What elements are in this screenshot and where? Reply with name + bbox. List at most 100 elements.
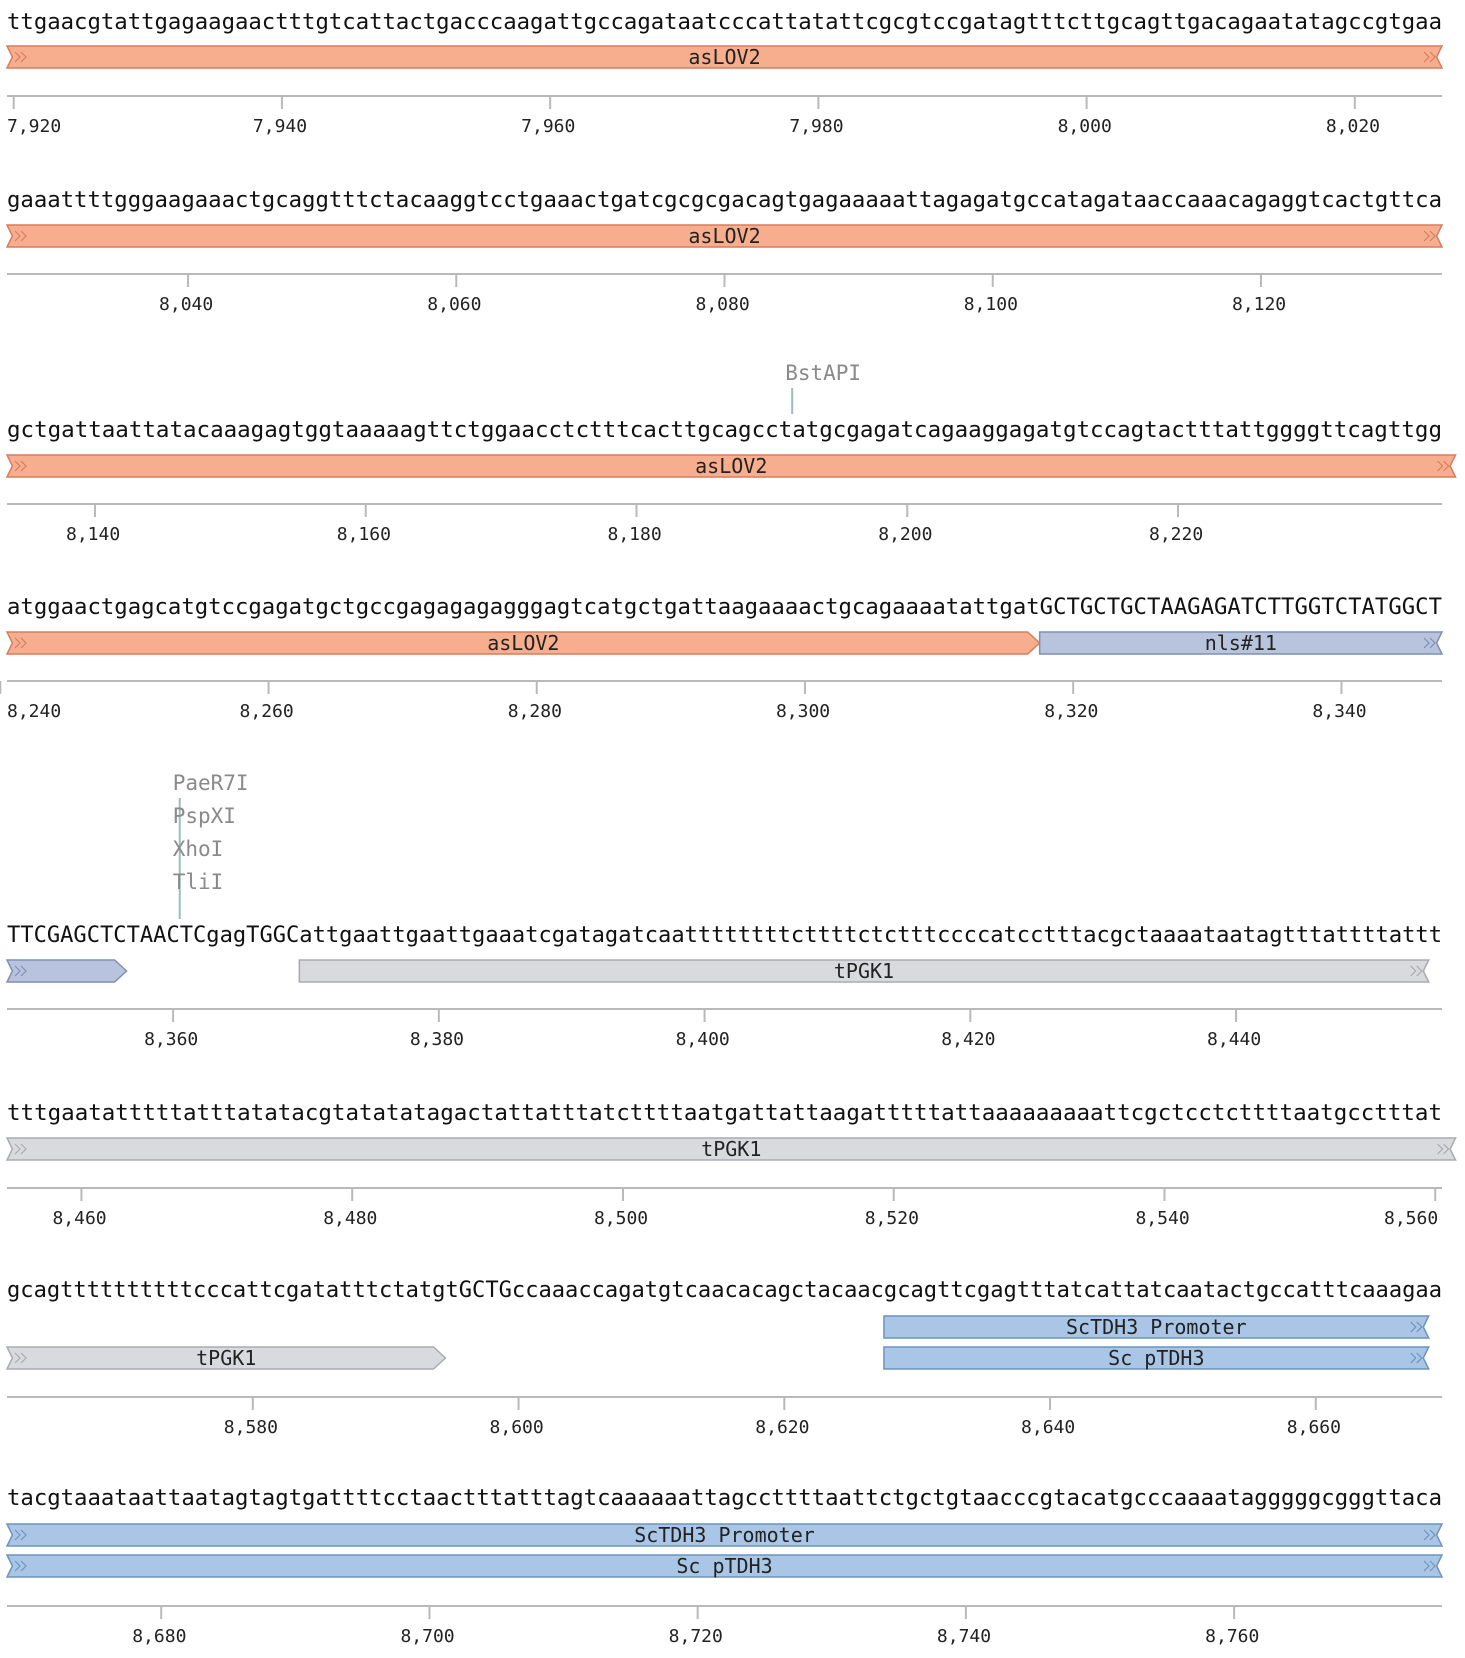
- ruler-tick-label: 8,400: [676, 1029, 730, 1050]
- enzyme-label-tlii[interactable]: TliI: [173, 870, 224, 894]
- ruler-tick-label: 8,360: [144, 1029, 198, 1050]
- feature-label: Sc pTDH3: [1108, 1346, 1204, 1370]
- feature-nls-continuation[interactable]: [5, 959, 128, 983]
- direction-chevron-icon: [1437, 1143, 1450, 1155]
- ruler-tick-label: 8,080: [696, 294, 750, 315]
- ruler-tick-label: 8,680: [132, 1626, 186, 1647]
- feature-sctdh3-promoter[interactable]: [883, 1315, 1430, 1339]
- direction-chevron-icon: [14, 1560, 27, 1572]
- direction-chevron-icon: [14, 230, 27, 242]
- sequence-row: gctgattaattatacaaagagtggtaaaaagttctggaac…: [5, 361, 1457, 545]
- ruler-tick-label: 8,000: [1058, 116, 1112, 137]
- ruler-tick-label: 8,600: [490, 1417, 544, 1438]
- enzyme-label-xhoi[interactable]: XhoI: [173, 837, 224, 861]
- ruler-tick-label: 8,140: [66, 524, 120, 545]
- ruler-tick-label: 8,240: [7, 701, 61, 722]
- feature-aslov2[interactable]: [5, 631, 1041, 655]
- ruler-tick-label: 8,200: [878, 524, 932, 545]
- dna-sequence-text[interactable]: ttgaacgtattgagaagaactttgtcattactgacccaag…: [7, 10, 1442, 35]
- feature-label: nls#11: [1205, 631, 1277, 655]
- sequence-row: TTCGAGCTCTAACTCgagTGGCattgaattgaattgaaat…: [5, 771, 1442, 1050]
- ruler-tick-label: 8,740: [937, 1626, 991, 1647]
- direction-chevron-icon: [1410, 965, 1423, 977]
- ruler-tick-label: 8,300: [776, 701, 830, 722]
- feature-tpgk1[interactable]: [5, 1346, 447, 1370]
- sequence-row: tacgtaaataattaatagtagtgattttcctaactttatt…: [5, 1486, 1444, 1647]
- dna-sequence-text[interactable]: tttgaatatttttatttatatacgtatatatagactatta…: [7, 1101, 1442, 1126]
- sequence-row: ttgaacgtattgagaagaactttgtcattactgacccaag…: [5, 10, 1444, 137]
- feature-label: tPGK1: [834, 959, 894, 983]
- enzyme-label-bstapi[interactable]: BstAPI: [785, 361, 861, 385]
- feature-sc-ptdh3[interactable]: [5, 1554, 1444, 1578]
- direction-chevron-icon: [1410, 1321, 1423, 1333]
- feature-label: asLOV2: [688, 224, 760, 248]
- ruler-tick-label: 8,100: [964, 294, 1018, 315]
- direction-chevron-icon: [1437, 460, 1450, 472]
- sequence-row: gaaattttgggaagaaactgcaggtttctacaaggtcctg…: [5, 188, 1444, 315]
- ruler-tick-label: 8,280: [508, 701, 562, 722]
- feature-label: asLOV2: [487, 631, 559, 655]
- feature-nls-11[interactable]: [1038, 631, 1444, 655]
- ruler-tick-label: 8,540: [1135, 1208, 1189, 1229]
- direction-chevron-icon: [14, 637, 27, 649]
- sequence-row: atggaactgagcatgtccgagatgctgccgagagagaggg…: [0, 595, 1444, 722]
- feature-sctdh3-promoter[interactable]: [5, 1523, 1444, 1547]
- ruler-tick-label: 8,620: [755, 1417, 809, 1438]
- ruler-tick-label: 7,920: [7, 116, 61, 137]
- direction-chevron-icon: [14, 1143, 27, 1155]
- ruler-tick-label: 8,380: [410, 1029, 464, 1050]
- ruler-tick-label: 8,460: [52, 1208, 106, 1229]
- ruler-tick-label: 8,520: [865, 1208, 919, 1229]
- ruler-tick-label: 8,040: [159, 294, 213, 315]
- dna-sequence-text[interactable]: TTCGAGCTCTAACTCgagTGGCattgaattgaattgaaat…: [7, 923, 1442, 948]
- ruler-tick-label: 8,260: [240, 701, 294, 722]
- dna-sequence-text[interactable]: gcagttttttttttcccattcgatatttctatgtGCTGcc…: [7, 1278, 1442, 1303]
- feature-tpgk1[interactable]: [5, 1137, 1457, 1161]
- direction-chevron-icon: [1423, 1529, 1436, 1541]
- ruler-tick-label: 8,180: [608, 524, 662, 545]
- ruler-tick-label: 8,700: [400, 1626, 454, 1647]
- ruler-tick-label: 7,960: [521, 116, 575, 137]
- ruler-tick-label: 8,760: [1205, 1626, 1259, 1647]
- sequence-row: gcagttttttttttcccattcgatatttctatgtGCTGcc…: [5, 1278, 1442, 1438]
- feature-label: Sc pTDH3: [676, 1554, 772, 1578]
- feature-aslov2[interactable]: [5, 224, 1444, 248]
- feature-aslov2[interactable]: [5, 45, 1444, 69]
- feature-label: ScTDH3 Promoter: [634, 1523, 815, 1547]
- ruler-tick-label: 8,320: [1044, 701, 1098, 722]
- ruler-tick-label: 7,980: [789, 116, 843, 137]
- direction-chevron-icon: [14, 965, 27, 977]
- enzyme-label-pspxi[interactable]: PspXI: [173, 804, 236, 828]
- direction-chevron-icon: [14, 51, 27, 63]
- ruler-tick-label: 8,020: [1326, 116, 1380, 137]
- feature-tpgk1[interactable]: [298, 959, 1430, 983]
- direction-chevron-icon: [1423, 637, 1436, 649]
- ruler-tick-label: 8,560: [1384, 1208, 1438, 1229]
- ruler-tick-label: 8,720: [669, 1626, 723, 1647]
- ruler-tick-label: 8,440: [1207, 1029, 1261, 1050]
- feature-label: asLOV2: [688, 45, 760, 69]
- direction-chevron-icon: [14, 1529, 27, 1541]
- direction-chevron-icon: [1423, 1560, 1436, 1572]
- feature-label: tPGK1: [701, 1137, 761, 1161]
- ruler-tick-label: 8,220: [1149, 524, 1203, 545]
- dna-sequence-text[interactable]: tacgtaaataattaatagtagtgattttcctaactttatt…: [7, 1486, 1442, 1511]
- dna-sequence-text[interactable]: gaaattttgggaagaaactgcaggtttctacaaggtcctg…: [7, 188, 1442, 213]
- feature-sc-ptdh3[interactable]: [883, 1346, 1430, 1370]
- direction-chevron-icon: [1423, 51, 1436, 63]
- feature-aslov2[interactable]: [5, 454, 1457, 478]
- dna-sequence-text[interactable]: gctgattaattatacaaagagtggtaaaaagttctggaac…: [7, 418, 1442, 443]
- dna-sequence-text[interactable]: atggaactgagcatgtccgagatgctgccgagagagaggg…: [7, 595, 1442, 620]
- direction-chevron-icon: [1423, 230, 1436, 242]
- ruler-tick-label: 8,060: [427, 294, 481, 315]
- ruler-tick-label: 8,120: [1232, 294, 1286, 315]
- enzyme-label-paer7i[interactable]: PaeR7I: [173, 771, 249, 795]
- feature-label: tPGK1: [196, 1346, 256, 1370]
- sequence-row: tttgaatatttttatttatatacgtatatatagactatta…: [5, 1101, 1457, 1229]
- feature-label: ScTDH3 Promoter: [1066, 1315, 1247, 1339]
- ruler-tick-label: 8,340: [1312, 701, 1366, 722]
- ruler-tick-label: 8,500: [594, 1208, 648, 1229]
- ruler-tick-label: 8,420: [941, 1029, 995, 1050]
- ruler-tick-label: 7,940: [253, 116, 307, 137]
